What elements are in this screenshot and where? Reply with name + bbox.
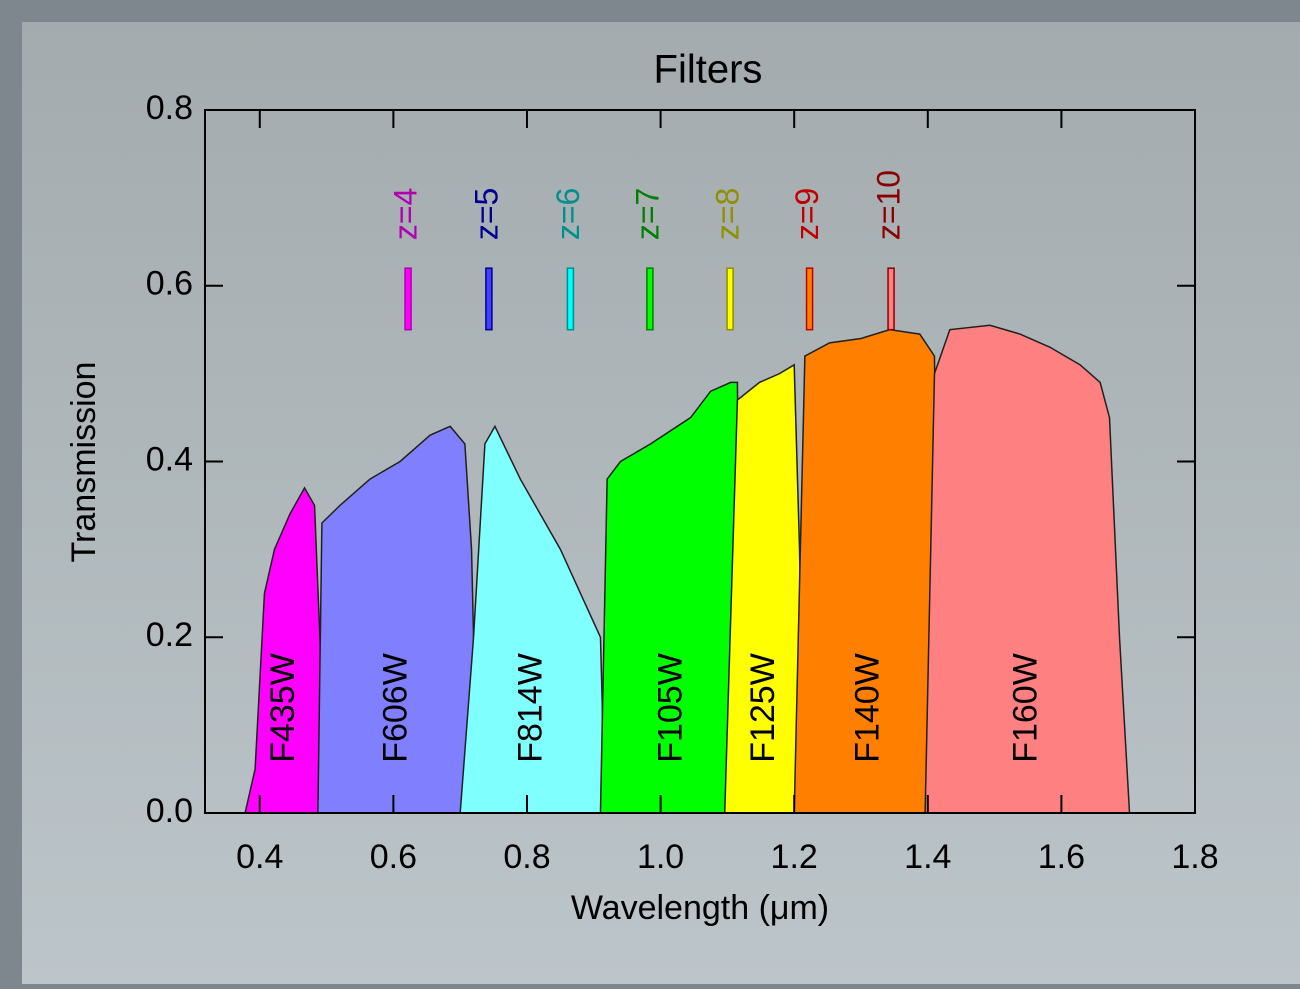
filter-label: F140W — [848, 653, 886, 763]
x-axis-title: Wavelength (μm) — [571, 889, 829, 927]
redshift-label: z=5 — [468, 188, 504, 240]
x-tick-label: 1.6 — [1038, 838, 1085, 876]
y-tick-label: 0.6 — [146, 265, 193, 303]
y-tick-label: 0.4 — [146, 440, 193, 478]
filter-label: F606W — [377, 653, 415, 763]
redshift-marker — [404, 267, 412, 331]
filter-label: F160W — [1006, 653, 1044, 763]
x-tick-label: 1.2 — [771, 838, 818, 876]
redshift-label: z=4 — [388, 188, 424, 240]
redshift-marker — [646, 267, 654, 331]
redshift-marker — [566, 267, 575, 331]
x-tick-label: 1.8 — [1171, 838, 1218, 876]
redshift-label: z=9 — [789, 188, 825, 240]
filter-curve — [924, 324, 1131, 814]
redshift-label: z=6 — [550, 188, 586, 240]
redshift-label: z=7 — [629, 188, 665, 240]
redshift-label: z=10 — [871, 170, 907, 240]
redshift-marker — [485, 267, 493, 331]
x-tick-label: 1.0 — [637, 838, 684, 876]
x-tick-label: 1.4 — [904, 838, 951, 876]
y-tick-label: 0.2 — [146, 616, 193, 654]
x-tick-label: 0.4 — [236, 838, 283, 876]
filter-label: F435W — [264, 653, 302, 763]
chart-title: Filters — [654, 48, 763, 92]
y-tick-label: 0.8 — [146, 89, 193, 127]
redshift-marker — [805, 267, 814, 331]
redshift-marker — [887, 267, 895, 331]
filter-label: F125W — [744, 653, 782, 763]
redshift-marker — [726, 267, 734, 331]
filter-label: F814W — [512, 653, 550, 763]
x-tick-label: 0.6 — [370, 838, 417, 876]
filter-label: F105W — [651, 653, 689, 763]
redshift-label: z=8 — [710, 188, 746, 240]
y-tick-label: 0.0 — [146, 792, 193, 830]
y-axis-title: Transmission — [65, 362, 103, 563]
x-tick-label: 0.8 — [503, 838, 550, 876]
